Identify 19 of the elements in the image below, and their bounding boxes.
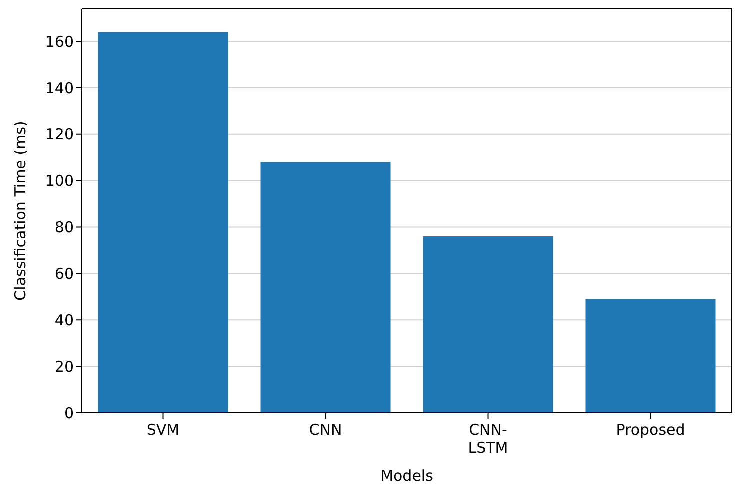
- x-tick-label: Proposed: [616, 421, 686, 439]
- y-tick-label: 40: [54, 311, 74, 330]
- y-tick-label: 0: [64, 404, 74, 422]
- bar: [98, 32, 228, 413]
- bar: [586, 299, 716, 413]
- y-tick-label: 160: [45, 32, 74, 51]
- y-tick-label: 120: [45, 126, 74, 144]
- y-tick-label: 60: [54, 265, 74, 284]
- y-tick-label: 140: [45, 79, 74, 98]
- y-axis-title: Classification Time (ms): [11, 121, 30, 301]
- y-tick-label: 100: [45, 172, 74, 190]
- bar: [260, 162, 391, 413]
- y-tick-label: 20: [54, 358, 74, 376]
- x-axis-title: Models: [380, 467, 434, 485]
- y-tick-label: 80: [54, 218, 74, 237]
- x-tick-label: CNN-LSTM: [468, 421, 508, 457]
- x-tick-label: SVM: [146, 421, 180, 439]
- x-tick-label: CNN: [309, 421, 342, 439]
- bar: [423, 236, 554, 413]
